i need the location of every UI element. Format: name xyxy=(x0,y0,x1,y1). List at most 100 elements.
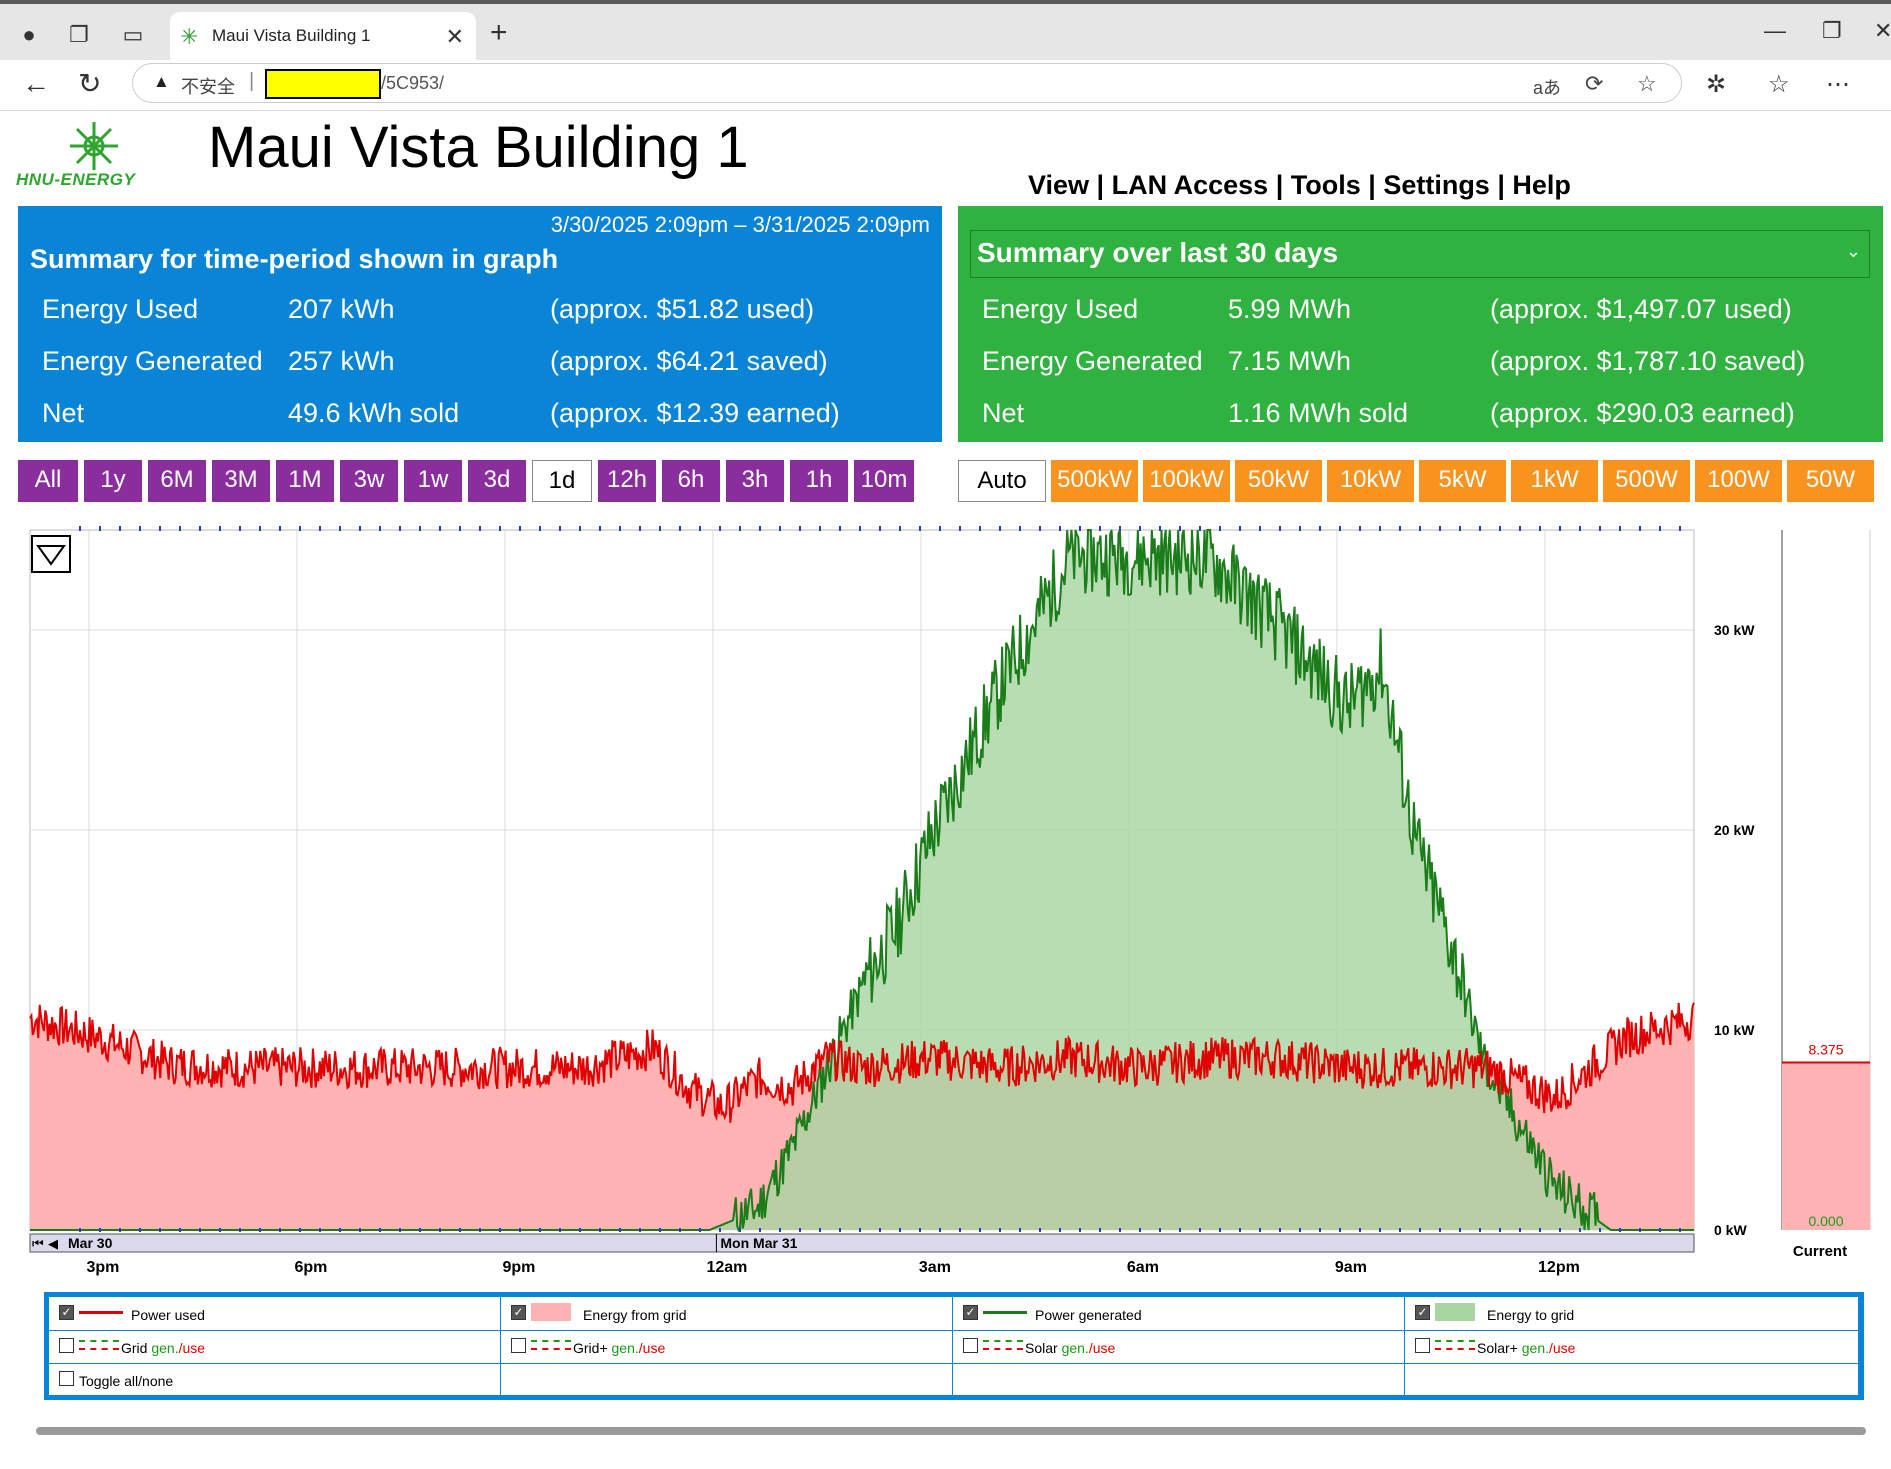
favorites-icon[interactable]: ☆ xyxy=(1768,71,1790,98)
back-icon[interactable]: ← xyxy=(22,68,50,99)
legend-item[interactable]: ✓ Power used xyxy=(49,1297,501,1330)
legend-checkbox[interactable] xyxy=(511,1338,526,1353)
scale-button-500w[interactable]: 500W xyxy=(1603,460,1690,502)
range-button-1d[interactable]: 1d xyxy=(532,460,592,502)
legend-swatch xyxy=(531,1340,571,1350)
security-label[interactable]: 不安全 xyxy=(181,77,235,97)
legend-item[interactable]: Solar gen./use xyxy=(953,1330,1405,1363)
top-navigation: View | LAN Access | Tools | Settings | H… xyxy=(1028,170,1571,200)
range-button-3h[interactable]: 3h xyxy=(726,460,784,502)
legend-checkbox[interactable]: ✓ xyxy=(1415,1305,1430,1320)
legend-swatch xyxy=(983,1311,1027,1314)
x-tick-label: 9am xyxy=(1335,1259,1367,1276)
legend-item[interactable]: ✓ Power generated xyxy=(953,1297,1405,1330)
url-field[interactable]: ▲ 不安全 | /5C953/ aあ ⟳ ☆ xyxy=(132,63,1682,103)
range-button-12h[interactable]: 12h xyxy=(598,460,656,502)
scale-button-10kw[interactable]: 10kW xyxy=(1327,460,1414,502)
nav-help[interactable]: Help xyxy=(1512,170,1571,200)
close-window-icon[interactable]: ✕ xyxy=(1874,18,1891,43)
summary-period-select-value: Summary over last 30 days xyxy=(977,237,1339,268)
range-button-3m[interactable]: 3M xyxy=(212,460,270,502)
scale-button-5kw[interactable]: 5kW xyxy=(1419,460,1506,502)
legend-item[interactable]: Grid+ gen./use xyxy=(501,1330,953,1363)
legend-empty-cell xyxy=(953,1363,1405,1396)
range-button-3w[interactable]: 3w xyxy=(340,460,398,502)
extensions-icon[interactable]: ✲ xyxy=(1706,71,1727,98)
workspaces-icon[interactable]: ❐ xyxy=(69,22,89,47)
nav-lan-access[interactable]: LAN Access xyxy=(1111,170,1269,200)
energy-generated-money: (approx. $64.21 saved) xyxy=(550,346,828,376)
energy-generated-value: 257 kWh xyxy=(288,346,395,376)
legend-use-text: /use xyxy=(1088,1340,1116,1356)
legend-checkbox[interactable]: ✓ xyxy=(511,1305,526,1320)
energy-used-value: 207 kWh xyxy=(288,294,395,324)
net-value: 49.6 kWh sold xyxy=(288,398,460,428)
legend-item[interactable]: Solar+ gen./use xyxy=(1405,1330,1859,1363)
vertical-tabs-icon[interactable]: ▭ xyxy=(122,22,144,47)
legend-checkbox[interactable] xyxy=(963,1338,978,1353)
close-tab-icon[interactable]: ✕ xyxy=(445,24,464,49)
scale-button-1kw[interactable]: 1kW xyxy=(1511,460,1598,502)
nav-tools[interactable]: Tools xyxy=(1290,170,1361,200)
x-tick-label: 9pm xyxy=(502,1259,535,1276)
legend-item[interactable]: Grid gen./use xyxy=(49,1330,501,1363)
nav-settings[interactable]: Settings xyxy=(1383,170,1490,200)
legend-gen-text: gen. xyxy=(611,1340,639,1356)
power-used-line xyxy=(29,1002,1695,1123)
energy-used-label: Energy Used xyxy=(42,294,199,324)
energy-used-label: Energy Used xyxy=(982,294,1139,324)
immersive-reader-icon[interactable]: ⟳ xyxy=(1585,71,1604,96)
legend-checkbox[interactable]: ✓ xyxy=(963,1305,978,1320)
scale-button-100w[interactable]: 100W xyxy=(1695,460,1782,502)
range-button-1y[interactable]: 1y xyxy=(84,460,142,502)
range-button-all[interactable]: All xyxy=(18,460,78,502)
browser-tab[interactable]: ✳ Maui Vista Building 1 ✕ xyxy=(170,12,476,64)
energy-generated-label: Energy Generated xyxy=(982,346,1203,376)
legend-checkbox[interactable] xyxy=(59,1338,74,1353)
site-favicon-icon: ✳ xyxy=(180,24,199,49)
range-button-6h[interactable]: 6h xyxy=(662,460,720,502)
range-button-6m[interactable]: 6M xyxy=(148,460,206,502)
x-tick-label: 12am xyxy=(706,1259,747,1276)
minimize-icon[interactable]: — xyxy=(1764,18,1786,43)
toggle-all-checkbox[interactable] xyxy=(59,1371,74,1386)
scale-button-500kw[interactable]: 500kW xyxy=(1051,460,1138,502)
new-tab-icon[interactable]: + xyxy=(490,16,508,49)
profile-icon[interactable]: ● xyxy=(22,22,36,47)
restore-icon[interactable]: ❐ xyxy=(1822,18,1842,43)
range-button-1h[interactable]: 1h xyxy=(790,460,848,502)
scale-button-auto[interactable]: Auto xyxy=(958,460,1046,502)
address-bar: ← ↻ ▲ 不安全 | /5C953/ aあ ⟳ ☆ ✲ ☆ ⋯ xyxy=(0,60,1891,111)
more-menu-icon[interactable]: ⋯ xyxy=(1826,71,1850,98)
period-range: 3/30/2025 2:09pm – 3/31/2025 2:09pm xyxy=(550,212,930,237)
toggle-all-item[interactable]: Toggle all/none xyxy=(49,1363,501,1396)
range-button-10m[interactable]: 10m xyxy=(854,460,914,502)
nav-view[interactable]: View xyxy=(1028,170,1090,200)
translate-icon[interactable]: aあ xyxy=(1533,78,1562,98)
horizontal-scrollbar[interactable] xyxy=(36,1427,1866,1435)
scale-button-100kw[interactable]: 100kW xyxy=(1143,460,1230,502)
range-button-1m[interactable]: 1M xyxy=(276,460,334,502)
x-tick-label: 3am xyxy=(919,1259,951,1276)
legend-label: Solar+ gen./use xyxy=(1477,1340,1576,1356)
scale-button-50kw[interactable]: 50kW xyxy=(1235,460,1322,502)
summary-period-select[interactable]: Summary over last 30 days ⌄ xyxy=(970,230,1870,278)
y-tick-label: 30 kW xyxy=(1714,622,1755,638)
power-chart[interactable]: 3pm 6pm 9pm 12am 3am 6am 9am 12pm 30 kW 20 kW 10 k… xyxy=(0,520,1891,1290)
legend-item[interactable]: ✓ Energy from grid xyxy=(501,1297,953,1330)
redacted-host xyxy=(265,69,381,99)
range-button-1w[interactable]: 1w xyxy=(404,460,462,502)
url-separator: | xyxy=(249,70,255,92)
legend-swatch xyxy=(1435,1303,1475,1321)
legend-item[interactable]: ✓ Energy to grid xyxy=(1405,1297,1859,1330)
triangle-down-icon xyxy=(36,545,66,566)
favorite-star-icon[interactable]: ☆ xyxy=(1637,71,1657,96)
legend-checkbox[interactable] xyxy=(1415,1338,1430,1353)
date-label: Mar 30 xyxy=(68,1235,113,1251)
scale-button-50w[interactable]: 50W xyxy=(1787,460,1874,502)
current-label: Current xyxy=(1793,1243,1847,1260)
legend-checkbox[interactable]: ✓ xyxy=(59,1305,74,1320)
refresh-icon[interactable]: ↻ xyxy=(78,68,102,99)
range-button-3d[interactable]: 3d xyxy=(468,460,526,502)
tab-title: Maui Vista Building 1 xyxy=(212,26,371,45)
